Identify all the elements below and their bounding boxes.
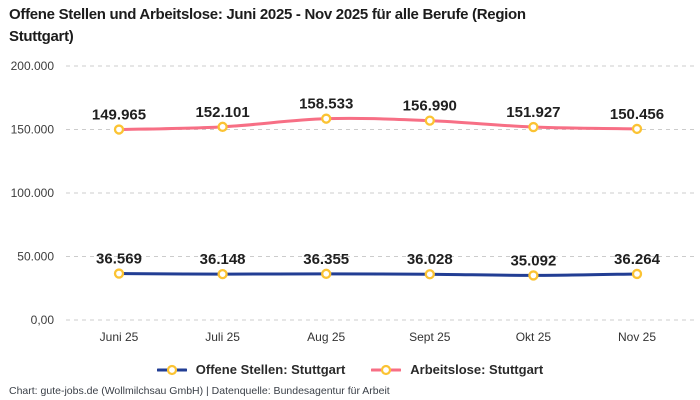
- chart-legend: Offene Stellen: Stuttgart Arbeitslose: S…: [0, 362, 700, 377]
- series-line-arbeitslose: [117, 116, 639, 132]
- data-point-marker-arbeitslose[interactable]: [631, 123, 643, 135]
- x-axis-tick-label: Okt 25: [516, 330, 552, 344]
- data-point-marker-arbeitslose[interactable]: [217, 121, 228, 132]
- data-point-label-arbeitslose: 149.965: [92, 107, 146, 124]
- y-axis-tick-label: 0,00: [31, 313, 55, 327]
- data-point-marker-arbeitslose[interactable]: [528, 121, 539, 133]
- legend-label-offene-stellen: Offene Stellen: Stuttgart: [195, 362, 346, 377]
- y-axis-tick-label: 100.000: [11, 186, 55, 200]
- data-point-label-offene-stellen: 35.092: [510, 252, 556, 269]
- data-point-label-arbeitslose: 158.533: [299, 96, 353, 113]
- data-point-marker-arbeitslose[interactable]: [424, 115, 435, 126]
- data-point-label-offene-stellen: 36.264: [614, 251, 661, 268]
- data-point-marker-offene-stellen[interactable]: [217, 268, 228, 280]
- data-point-label-offene-stellen: 36.148: [200, 251, 246, 268]
- data-point-marker-offene-stellen[interactable]: [631, 268, 643, 280]
- data-point-label-offene-stellen: 36.355: [303, 251, 349, 268]
- legend-marker-circle: [381, 364, 392, 375]
- legend-item-arbeitslose[interactable]: Arbeitslose: Stuttgart: [371, 362, 543, 377]
- y-axis-tick-label: 150.000: [11, 123, 55, 137]
- data-point-label-arbeitslose: 156.990: [403, 98, 457, 115]
- data-point-label-arbeitslose: 150.456: [610, 106, 664, 123]
- data-point-marker-arbeitslose[interactable]: [113, 124, 125, 135]
- data-point-marker-arbeitslose[interactable]: [321, 113, 332, 124]
- data-point-label-arbeitslose: 152.101: [195, 104, 249, 121]
- data-point-label-offene-stellen: 36.569: [96, 251, 142, 268]
- legend-label-arbeitslose: Arbeitslose: Stuttgart: [410, 362, 544, 377]
- x-axis-tick-label: Sept 25: [409, 330, 451, 344]
- data-point-label-offene-stellen: 36.028: [407, 251, 453, 268]
- data-point-marker-offene-stellen[interactable]: [113, 268, 125, 279]
- x-axis-tick-label: Juni 25: [100, 330, 139, 344]
- attribution-text: Chart: gute-jobs.de (Wollmilchsau GmbH) …: [9, 385, 390, 397]
- data-point-marker-offene-stellen[interactable]: [321, 268, 332, 279]
- series-line-offene-stellen: [117, 272, 639, 277]
- data-point-label-arbeitslose: 151.927: [506, 104, 560, 121]
- y-axis-tick-label: 50.000: [17, 250, 54, 264]
- x-axis-tick-label: Juli 25: [205, 330, 240, 344]
- legend-marker-circle: [166, 364, 177, 375]
- x-axis-tick-label: Aug 25: [307, 330, 345, 344]
- legend-item-offene-stellen[interactable]: Offene Stellen: Stuttgart: [156, 362, 346, 377]
- data-point-marker-offene-stellen[interactable]: [424, 269, 435, 280]
- legend-line-marker-icon: [156, 364, 187, 375]
- legend-line-marker-icon: [371, 364, 402, 375]
- chart-title: Offene Stellen und Arbeitslose: Juni 202…: [9, 6, 526, 45]
- x-axis-tick-label: Nov 25: [618, 330, 656, 344]
- y-axis-tick-label: 200.000: [11, 59, 55, 73]
- data-point-marker-offene-stellen[interactable]: [528, 270, 539, 281]
